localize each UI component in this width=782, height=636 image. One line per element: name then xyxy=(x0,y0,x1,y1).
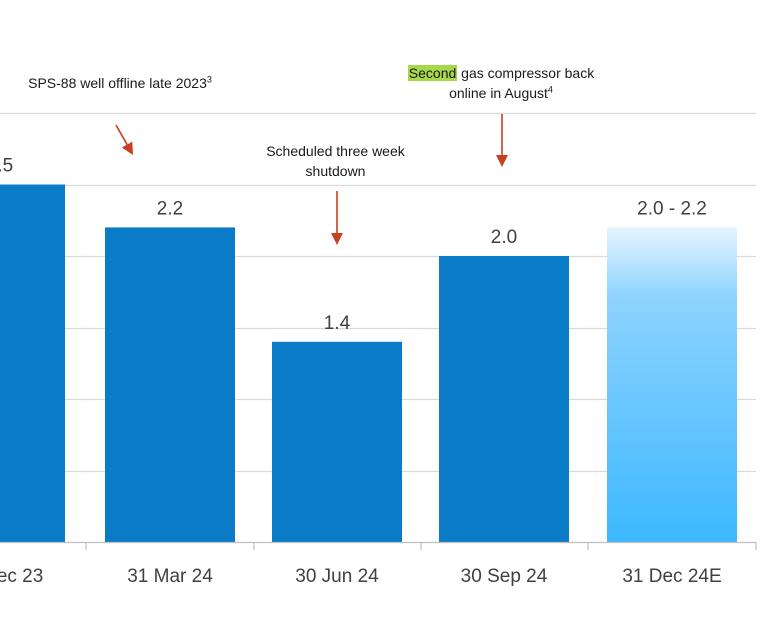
arrow-well-offline xyxy=(115,124,133,155)
annotation-text: SPS-88 well offline late 2023 xyxy=(28,75,207,91)
bar-30-sep-24 xyxy=(439,256,569,542)
highlighted-word: Second xyxy=(407,65,458,81)
footnote-marker: 4 xyxy=(547,84,553,95)
bar-31-dec-23 xyxy=(0,184,65,542)
bar-31-dec-24e xyxy=(607,227,737,542)
bar-value-label: 2.2 xyxy=(157,198,183,219)
arrow-compressor xyxy=(496,114,508,167)
annotation-text: gas compressor back online in August xyxy=(449,65,595,101)
bar-31-mar-24 xyxy=(105,227,235,542)
arrow-shutdown xyxy=(331,191,343,245)
x-tick-label: 31 Dec 24E xyxy=(622,566,721,587)
x-tick-label: 30 Jun 24 xyxy=(295,566,379,587)
bar-value-label: 2.5 xyxy=(0,156,13,177)
x-tick-label: 31 Mar 24 xyxy=(127,566,213,587)
bar-value-label: 2.0 - 2.2 xyxy=(637,198,707,219)
bar-30-jun-24 xyxy=(272,341,402,542)
annotation-shutdown: Scheduled three week shutdown xyxy=(243,141,428,181)
footnote-marker: 3 xyxy=(206,74,212,85)
bar-value-label: 2.0 xyxy=(491,227,517,248)
x-tick-label: 30 Sep 24 xyxy=(461,566,548,587)
annotation-well-offline: SPS-88 well offline late 20233 xyxy=(15,73,225,93)
annotation-compressor: Second gas compressor back online in Aug… xyxy=(406,63,596,103)
x-tick-label: 31 Dec 23 xyxy=(0,566,43,587)
bar-value-label: 1.4 xyxy=(324,313,351,334)
annotation-text: Scheduled three week shutdown xyxy=(266,143,405,179)
